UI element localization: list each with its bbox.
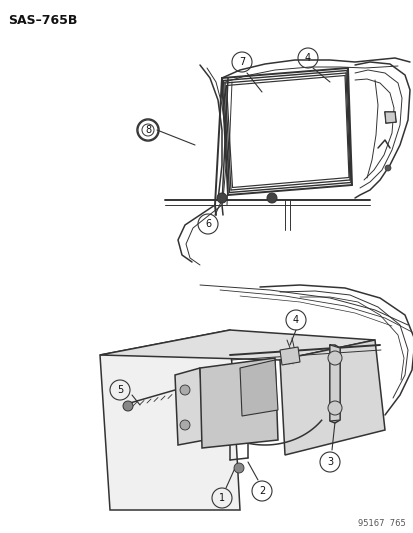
Circle shape bbox=[233, 463, 243, 473]
Text: SAS–765B: SAS–765B bbox=[8, 14, 77, 27]
Polygon shape bbox=[329, 345, 339, 421]
Circle shape bbox=[384, 165, 390, 171]
Circle shape bbox=[216, 193, 226, 203]
Text: 1: 1 bbox=[218, 493, 225, 503]
Circle shape bbox=[327, 401, 341, 415]
Polygon shape bbox=[279, 340, 384, 455]
Text: 8: 8 bbox=[145, 125, 151, 135]
Circle shape bbox=[123, 401, 133, 411]
Text: 6: 6 bbox=[204, 219, 211, 229]
Polygon shape bbox=[100, 330, 240, 510]
Polygon shape bbox=[175, 368, 204, 445]
Circle shape bbox=[180, 420, 190, 430]
Text: 2: 2 bbox=[258, 486, 264, 496]
Text: 5: 5 bbox=[116, 385, 123, 395]
Polygon shape bbox=[279, 347, 299, 365]
Text: 95167  765: 95167 765 bbox=[357, 519, 405, 528]
Polygon shape bbox=[384, 112, 395, 123]
Circle shape bbox=[180, 385, 190, 395]
Circle shape bbox=[266, 193, 276, 203]
Polygon shape bbox=[100, 330, 374, 360]
Text: 4: 4 bbox=[304, 53, 310, 63]
Text: 7: 7 bbox=[238, 57, 244, 67]
Polygon shape bbox=[199, 358, 277, 448]
Circle shape bbox=[327, 351, 341, 365]
Text: 4: 4 bbox=[292, 315, 298, 325]
Polygon shape bbox=[240, 360, 277, 416]
Text: 3: 3 bbox=[326, 457, 332, 467]
